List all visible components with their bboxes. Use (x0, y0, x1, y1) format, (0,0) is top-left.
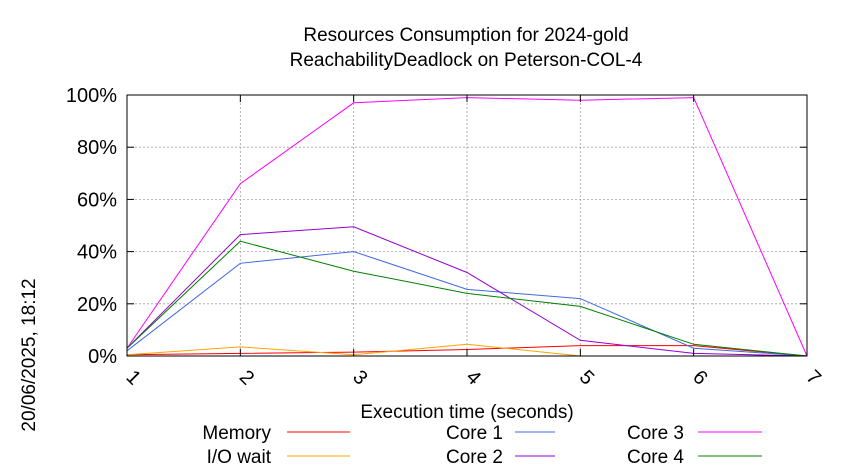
y-tick-labels: 0% 20% 40% 60% 80% 100% (66, 85, 117, 368)
legend-label-i-o-wait: I/O wait (207, 447, 272, 468)
x-tick-label: 7 (802, 366, 825, 389)
x-tick-label: 1 (122, 366, 145, 389)
x-tick-label: 5 (575, 366, 598, 389)
legend: Memory I/O wait Core 1 Core 2 Core 3 Core 4 (202, 423, 762, 468)
y-tick-label: 40% (77, 242, 117, 264)
x-tick-label: 4 (462, 366, 485, 389)
x-tick-label: 6 (688, 366, 711, 389)
legend-label-core-1: Core 1 (446, 423, 503, 444)
chart-title: Resources Consumption for 2024-gold (303, 25, 628, 46)
chart-subtitle: ReachabilityDeadlock on Peterson-COL-4 (290, 50, 643, 71)
x-tick-label: 3 (348, 366, 371, 389)
x-tick-label: 2 (235, 366, 258, 389)
timestamp: 20/06/2025, 18:12 (19, 278, 40, 431)
y-tick-label: 0% (88, 346, 117, 368)
grid (127, 95, 807, 356)
axis-ticks (126, 94, 808, 357)
y-tick-label: 20% (77, 294, 117, 316)
series-line-core-4 (126, 240, 808, 357)
y-tick-label: 60% (77, 189, 117, 211)
legend-label-core-2: Core 2 (446, 447, 503, 468)
x-axis-label: Execution time (seconds) (360, 402, 573, 423)
y-tick-label: 80% (77, 137, 117, 159)
legend-label-memory: Memory (202, 423, 271, 444)
legend-label-core-4: Core 4 (627, 447, 684, 468)
series-line-core-1 (126, 251, 808, 357)
x-tick-labels: 1 2 3 4 5 6 7 (122, 366, 825, 389)
y-tick-label: 100% (66, 85, 117, 107)
legend-label-core-3: Core 3 (627, 423, 684, 444)
